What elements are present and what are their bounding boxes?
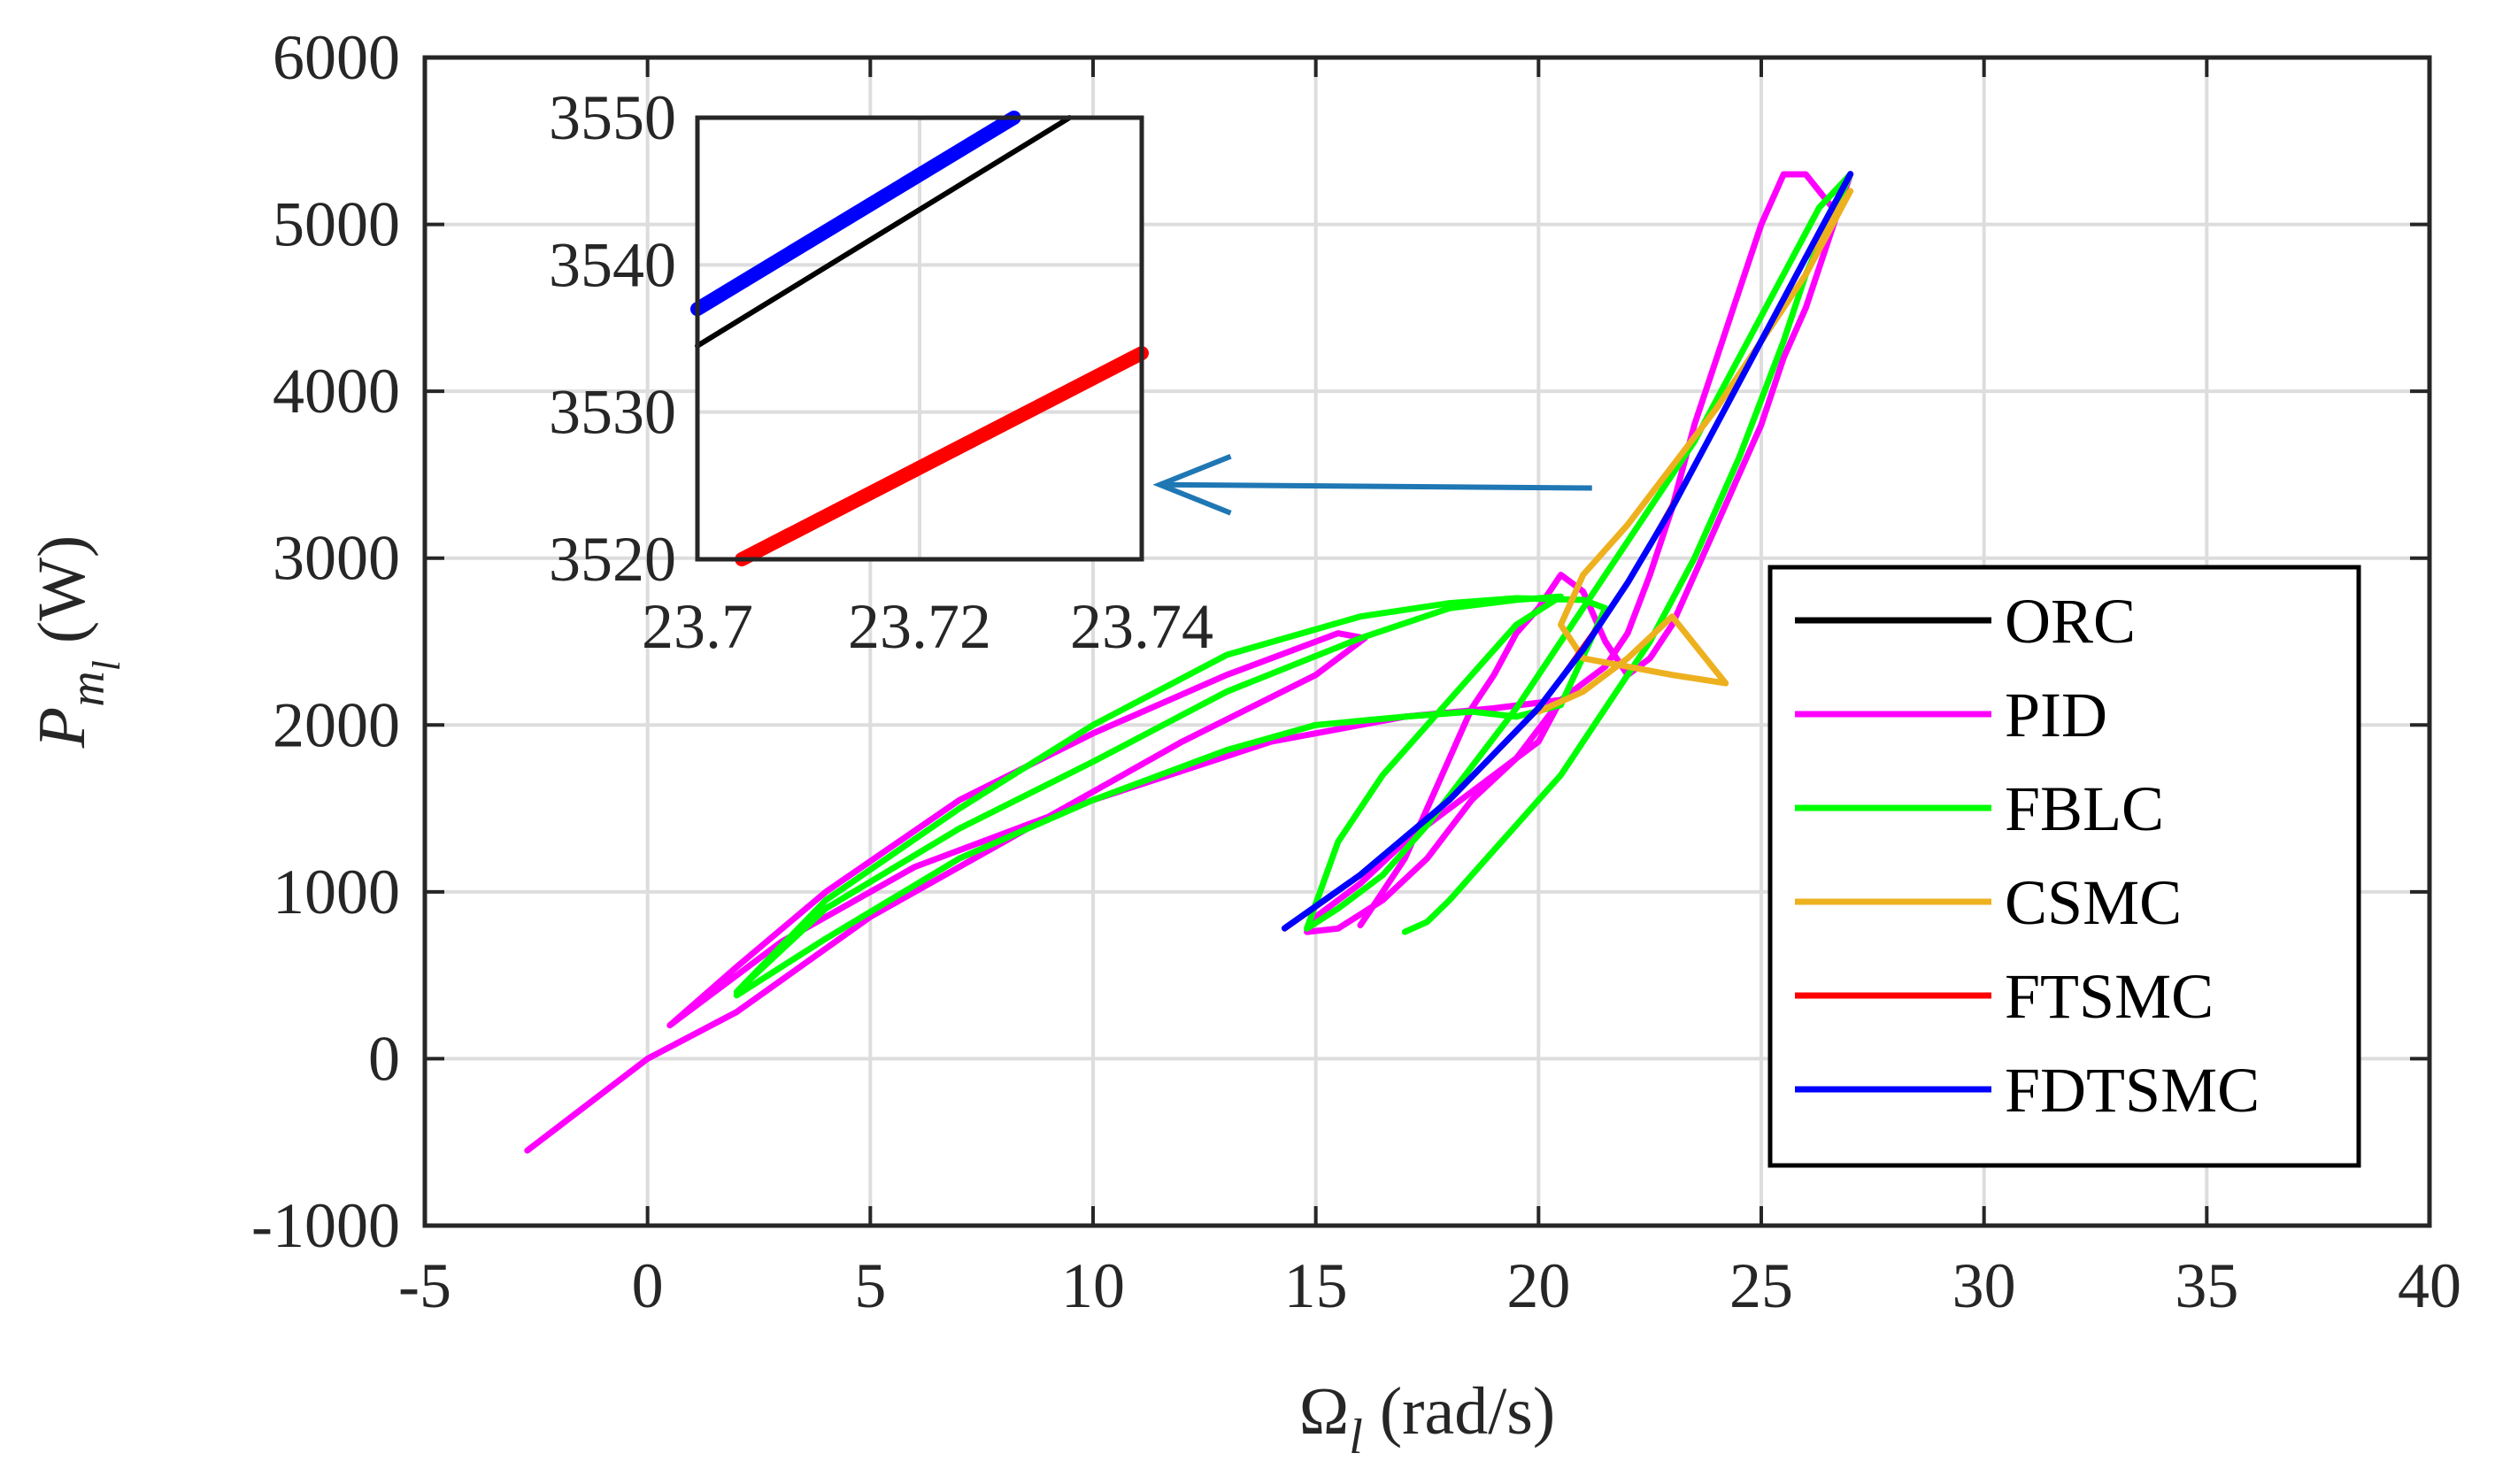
inset-axes-box [695,115,1144,562]
x-tick-label: 10 [1061,1250,1125,1321]
inset-series-line-ftsmc [735,346,1149,566]
series-line-fdtsmc [1281,171,1854,932]
inset-y-tick-label: 3520 [549,524,676,595]
legend-label-csmc: CSMC [2005,867,2182,938]
inset-tick-labels: 23.7 23.72 23.74 3520 3530 3540 3550 [549,82,1213,662]
zoom-arrow [1152,453,1592,516]
series-line-csmc [1535,188,1854,715]
main-tick-labels: -5 0 5 10 15 20 25 30 35 40-100001000200030004000… [251,22,2461,1321]
arrow-head [1152,453,1232,516]
series-line-ftsmc [1282,173,1853,932]
inset-y-tick-label: 3530 [549,377,676,448]
inset-y-tick-label: 3540 [549,229,676,300]
legend-label-pid: PID [2005,680,2107,750]
legend-box [1767,565,2361,1168]
legend: ORC PID FBLC CSMC FTSMC FDTSMC [1767,565,2361,1168]
y-tick-label: 6000 [273,22,400,93]
x-tick-label: 40 [2398,1250,2461,1321]
x-tick-label: 15 [1284,1250,1348,1321]
y-axis-label: Pml (W) [25,535,128,749]
y-tick-label: 4000 [273,356,400,427]
y-tick-label: 1000 [273,857,400,927]
legend-label-ftsmc: FTSMC [2005,961,2214,1032]
inset-series-line-orc [695,115,1073,349]
x-axis-label: Ωl (rad/s) [1299,1374,1555,1465]
legend-label-orc: ORC [2005,586,2136,657]
x-tick-label: 0 [632,1250,664,1321]
arrow-shaft [1159,481,1592,491]
x-tick-label: 25 [1729,1250,1793,1321]
main-axes-box [422,55,2432,1228]
x-tick-label: 35 [2175,1250,2238,1321]
x-tick-label: 20 [1506,1250,1570,1321]
main-series [524,171,1854,1154]
legend-label-fdtsmc: FDTSMC [2005,1055,2260,1126]
inset-series-line-fdtsmc [690,111,1021,317]
inset-x-tick-label: 23.72 [848,591,991,662]
y-tick-label: 0 [368,1023,400,1094]
inset-x-tick-label: 23.74 [1070,591,1213,662]
x-tick-label: 30 [1952,1250,2016,1321]
y-tick-label: 3000 [273,523,400,594]
legend-label-fblc: FBLC [2005,773,2164,844]
main-ticks [423,56,2431,1227]
x-tick-label: -5 [398,1250,451,1321]
series-line-orc [1282,172,1853,931]
x-tick-label: 5 [854,1250,886,1321]
inset-y-tick-label: 3550 [549,82,676,153]
y-tick-label: 5000 [273,189,400,260]
y-tick-label: 2000 [273,689,400,760]
y-tick-label: -1000 [251,1190,400,1261]
inset-x-tick-label: 23.7 [642,591,753,662]
inset-series [690,111,1149,566]
